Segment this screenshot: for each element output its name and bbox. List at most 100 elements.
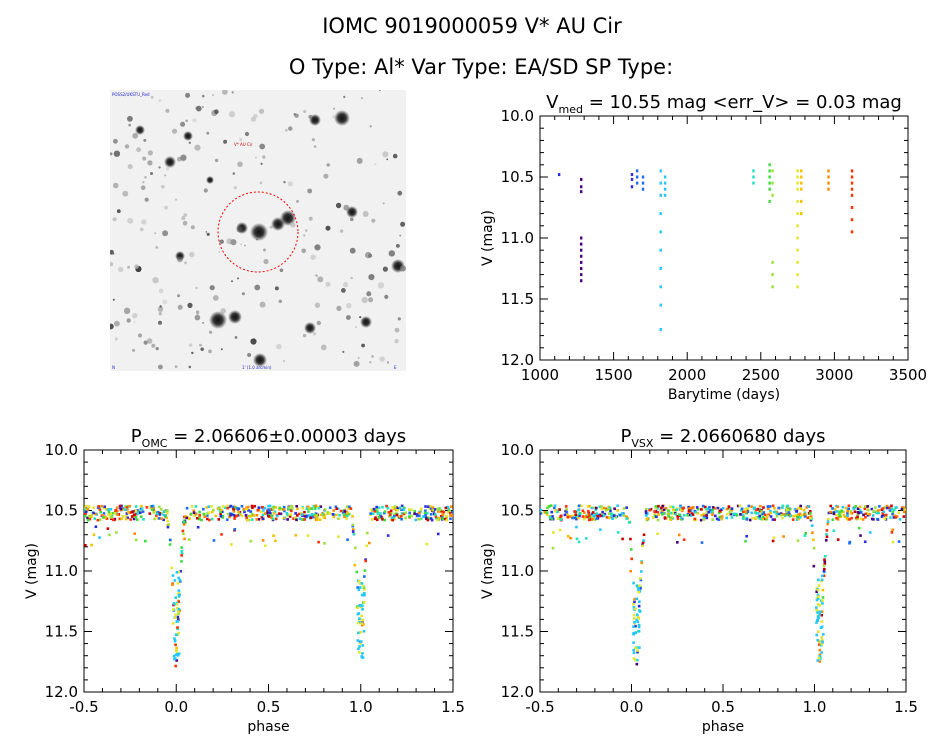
phase_vsx-point [669,511,673,515]
phase_omc-point [221,514,225,518]
phase_vsx-point [654,505,658,508]
phase_vsx-point [644,510,648,513]
star [220,348,223,351]
phase_omc-point [282,508,286,511]
phase_vsx-point [662,508,666,512]
phase_vsx-point [633,597,636,601]
phase_vsx-point [782,513,786,516]
star [394,338,399,344]
star [182,220,188,226]
star [211,109,218,117]
phase_vsx-point [610,512,614,516]
phase_omc-point [185,516,188,520]
phase_omc-point [176,627,179,631]
phase_omc-point [158,517,161,520]
phase_omc-point [130,515,134,518]
light_curve-y-axis-label: V (mag) [480,210,496,266]
phase_vsx-point [744,510,748,514]
star [180,154,187,161]
phase_vsx-point [821,640,824,644]
light-curve-point [580,185,583,189]
phase_vsx-point [818,653,822,657]
phase_vsx-point [566,515,570,519]
phase_omc-point [447,510,450,514]
phase_vsx-point [740,513,744,516]
phase_omc-point [358,640,362,644]
phase_vsx-point [812,546,816,550]
phase_omc-point [200,518,203,522]
phase_omc-point [373,510,377,513]
star [255,156,257,159]
phase_omc-point [291,507,294,510]
phase_omc-point [109,512,112,515]
phase_vsx-point [603,512,607,516]
star [308,216,313,221]
light-curve-point [630,185,634,189]
phase_vsx-point [569,536,572,540]
phase_omc-point [390,511,393,515]
phase_omc-point [236,507,240,510]
phase_vsx-point [666,509,670,513]
phase_omc-point [367,541,371,545]
phase_vsx-point [808,510,812,513]
phase_vsx-point [730,507,734,510]
phase_omc-point [301,506,305,510]
phase_vsx-point [616,509,619,512]
star [377,282,385,289]
phase_vsx-point [725,507,729,511]
phase_omc-point [177,600,181,603]
phase_vsx-point [593,506,596,510]
phase_vsx-point [799,507,803,511]
phase_omc-point [263,544,267,548]
phase_vsx-point [831,507,834,510]
phase_vsx-point [797,506,801,509]
star [356,157,363,164]
phase_omc-point [109,516,113,519]
phase_vsx-point [838,514,842,518]
star [127,164,133,170]
phase_omc-point [170,566,174,570]
star [250,338,257,345]
phase_omc-point [402,506,406,510]
phase_omc-point [414,518,418,522]
phase_vsx-point [781,516,784,520]
phase_vsx-point [852,507,856,511]
phase_vsx-point [551,546,555,550]
phase_vsx-point [725,513,729,516]
light-curve-point [768,169,771,173]
phase_omc-point [304,515,308,518]
phase_omc-point [255,513,259,517]
phase_omc-point [346,538,349,541]
phase_vsx-point [847,507,851,511]
phase_vsx-point [703,505,707,509]
phase_vsx-point [545,511,549,514]
phase_vsx-point [599,514,602,518]
star [185,119,188,123]
phase_omc-point [381,517,384,521]
phase_vsx-point [888,506,891,509]
phase_vsx-point [775,510,779,514]
phase_vsx-point [563,513,567,517]
phase_omc-point [317,540,320,544]
phase_vsx-point [556,517,560,520]
phase_vsx-point [581,515,585,518]
phase_omc-point [391,506,394,509]
phase_vsx-point [872,509,875,513]
phase_vsx-point [660,506,663,510]
phase_omc-point [116,509,119,513]
light-curve-point [827,181,830,185]
phase_omc-point [278,506,282,510]
phase_vsx-point [566,534,570,538]
phase_omc-point [400,512,404,515]
phase_vsx-point [895,515,899,518]
star [397,190,403,196]
phase_omc-point [226,506,229,510]
phase_vsx-point [836,518,840,521]
phase_omc-x-tick-label: 1.5 [441,698,465,716]
star [165,167,169,171]
phase_vsx-point [640,570,643,573]
star [164,205,168,210]
phase_omc-point [237,510,240,514]
phase_vsx-point [700,514,704,517]
phase_vsx-point [614,516,618,519]
